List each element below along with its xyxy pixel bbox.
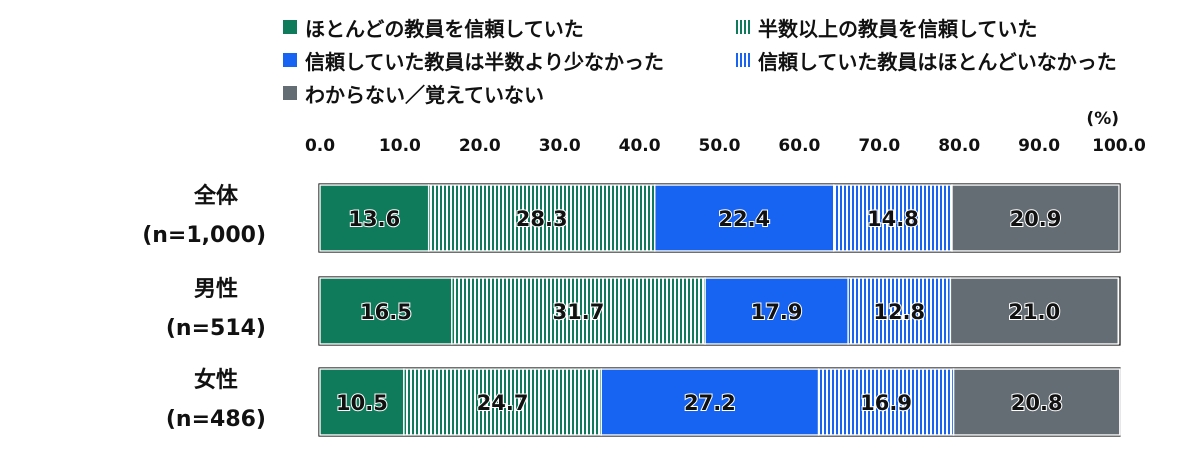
bar-segment bbox=[951, 184, 1120, 252]
legend-item-5: わからない／覚えていない bbox=[283, 83, 544, 107]
legend-label-4: 信頼していた教員はほとんどいなかった bbox=[758, 50, 1117, 74]
legend-item-1: ほとんどの教員を信頼していた bbox=[283, 17, 584, 41]
bar-segment bbox=[600, 368, 820, 436]
data-label: 13.6 bbox=[348, 207, 400, 231]
bar-segment bbox=[451, 277, 706, 345]
bar-segment bbox=[427, 184, 656, 252]
bar-segment bbox=[833, 184, 953, 252]
legend-label-1: ほとんどの教員を信頼していた bbox=[305, 17, 584, 41]
bars: 13.6 28.3 22.4 14.8 20.9 16.5 31.7 17.9 12.8 21.0… bbox=[318, 183, 1121, 437]
legend-item-2: 半数以上の教員を信頼していた bbox=[736, 17, 1037, 41]
bar-segment bbox=[319, 184, 430, 252]
x-tick-label: 90.0 bbox=[1018, 136, 1060, 156]
x-tick-label: 10.0 bbox=[379, 136, 421, 156]
data-label: 17.9 bbox=[751, 300, 803, 324]
data-label: 27.2 bbox=[684, 391, 736, 415]
data-label: 14.8 bbox=[867, 207, 919, 231]
x-axis: (%) 0.0 10.0 20.0 30.0 40.0 50.0 60.0 70.0 80.0 90… bbox=[305, 109, 1146, 156]
data-label: 10.5 bbox=[336, 391, 388, 415]
x-tick-label: 70.0 bbox=[858, 136, 900, 156]
legend-swatch-3 bbox=[283, 53, 297, 67]
x-tick-label: 30.0 bbox=[539, 136, 581, 156]
x-tick-label: 80.0 bbox=[938, 136, 980, 156]
legend-swatch-5 bbox=[283, 86, 297, 100]
bar-frame bbox=[318, 276, 1121, 346]
category-name: 男性 bbox=[194, 277, 238, 302]
bar-segment bbox=[319, 277, 453, 345]
category-name: 全体 bbox=[193, 183, 239, 209]
data-label: 16.5 bbox=[360, 300, 412, 324]
bar-segment bbox=[952, 368, 1121, 436]
legend-swatch-1 bbox=[283, 20, 297, 34]
x-tick-label: 0.0 bbox=[305, 136, 335, 156]
legend-item-4: 信頼していた教員はほとんどいなかった bbox=[736, 50, 1117, 74]
legend-swatch-4 bbox=[736, 53, 750, 67]
legend-label-5: わからない／覚えていない bbox=[305, 83, 544, 107]
data-label: 21.0 bbox=[1008, 300, 1060, 324]
category-sample-size: (n=486) bbox=[166, 407, 266, 432]
legend-label-2: 半数以上の教員を信頼していた bbox=[758, 17, 1037, 41]
bar-segment bbox=[817, 368, 955, 436]
category-name: 女性 bbox=[194, 367, 238, 393]
data-label: 28.3 bbox=[516, 207, 568, 231]
legend: ほとんどの教員を信頼していた 半数以上の教員を信頼していた信頼していた教員は半数よ… bbox=[283, 17, 1117, 107]
data-label: 16.9 bbox=[860, 391, 912, 415]
bar-frame bbox=[318, 183, 1121, 253]
data-label: 31.7 bbox=[553, 300, 605, 324]
bar-segment bbox=[403, 368, 602, 436]
data-label: 12.8 bbox=[873, 300, 925, 324]
category-labels: 全体 (n=1,000) 男性 (n=514) 女性 (n=486) bbox=[142, 183, 266, 432]
data-label: 24.7 bbox=[477, 391, 529, 415]
x-tick-label: 100.0 bbox=[1092, 136, 1146, 156]
x-tick-label: 20.0 bbox=[459, 136, 501, 156]
category-sample-size: (n=514) bbox=[166, 316, 266, 341]
data-label: 20.9 bbox=[1010, 207, 1062, 231]
legend-item-3: 信頼していた教員は半数より少なかった bbox=[283, 50, 664, 74]
legend-label-3: 信頼していた教員は半数より少なかった bbox=[305, 50, 664, 74]
x-tick-label: 60.0 bbox=[778, 136, 820, 156]
unit-label: (%) bbox=[1086, 109, 1119, 129]
bar-segment bbox=[319, 368, 405, 436]
data-label: 22.4 bbox=[718, 207, 770, 231]
x-tick-label: 50.0 bbox=[699, 136, 741, 156]
data-label: 20.8 bbox=[1011, 391, 1063, 415]
legend-swatch-2 bbox=[736, 20, 750, 34]
category-sample-size: (n=1,000) bbox=[142, 223, 266, 248]
x-tick-label: 40.0 bbox=[619, 136, 661, 156]
bar-segment bbox=[949, 277, 1119, 345]
